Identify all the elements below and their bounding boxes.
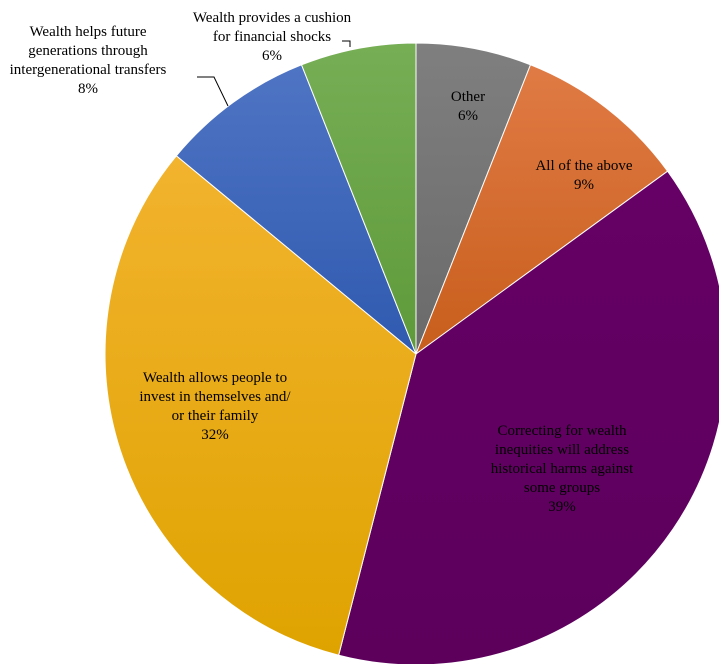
pie-slice: [175, 64, 417, 355]
slice-label: Wealth provides a cushion for financial s…: [193, 10, 352, 64]
slice-label-line: historical harms against: [491, 461, 634, 477]
pie-slice: [414, 64, 669, 356]
slice-label-line: Wealth helps future: [29, 24, 146, 40]
slice-label: Wealth allows people to invest in themsel…: [139, 370, 291, 443]
pie-slice: [300, 42, 417, 355]
leader-lines: [197, 40, 351, 107]
slice-label-line: Wealth allows people to: [143, 370, 287, 386]
slice-label-line: for financial shocks: [213, 29, 331, 45]
slice-label-line: intergenerational transfers: [10, 62, 167, 78]
slice-label-line: Wealth provides a cushion: [193, 10, 352, 26]
slice-value-label: 9%: [574, 177, 594, 193]
slice-label-line: generations through: [28, 43, 148, 59]
slice-labels: Other 6% All of the above 9% Correcting for …: [10, 10, 634, 515]
pie-slices: [104, 42, 719, 664]
slice-label-line: or their family: [172, 408, 259, 424]
slice-value-label: 6%: [262, 48, 282, 64]
slice-label: All of the above 9%: [535, 158, 632, 193]
slice-label-line: some groups: [524, 480, 600, 496]
slice-label: Wealth helps future generations through in…: [10, 24, 167, 97]
slice-value-label: 8%: [78, 81, 98, 97]
slice-value-label: 32%: [201, 427, 229, 443]
slice-label-line: All of the above: [535, 158, 632, 174]
slice-label-line: Other: [451, 89, 485, 105]
slice-label: Correcting for wealth inequities will add…: [491, 423, 634, 515]
slice-value-label: 39%: [548, 499, 576, 515]
slice-value-label: 6%: [458, 108, 478, 124]
leader-line: [197, 76, 229, 107]
slice-label-line: inequities will address: [495, 442, 629, 458]
leader-line: [342, 40, 351, 47]
slice-label-line: Correcting for wealth: [497, 423, 627, 439]
pie-slice: [104, 155, 417, 656]
slice-label: Other 6%: [451, 89, 485, 124]
slice-label-line: invest in themselves and/: [139, 389, 291, 405]
